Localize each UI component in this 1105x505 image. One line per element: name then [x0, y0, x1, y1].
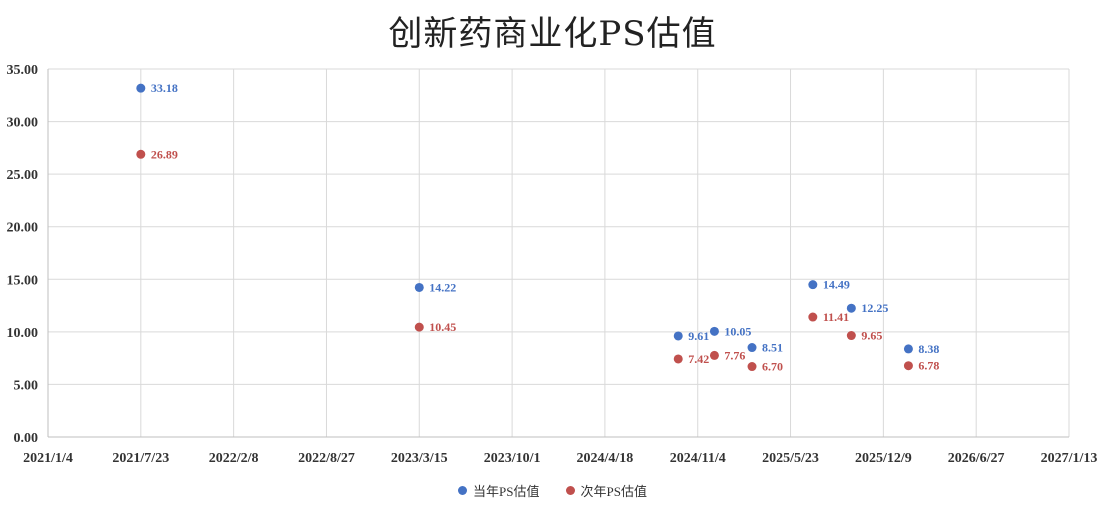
- y-tick-label: 25.00: [7, 168, 39, 183]
- data-label-current-year: 33.18: [151, 81, 178, 95]
- legend-item-next-year[interactable]: 次年PS估值: [565, 481, 647, 500]
- data-label-next-year: 7.42: [688, 352, 709, 366]
- data-point-next-year: [808, 312, 818, 322]
- data-labels: 33.18 14.22 9.61 10.05 8.51 14.49 12.25 8.38 26.…: [151, 81, 940, 373]
- data-point-current-year: [747, 343, 757, 353]
- data-label-current-year: 8.38: [918, 342, 939, 356]
- data-label-current-year: 10.05: [724, 324, 751, 338]
- data-point-next-year: [903, 361, 913, 371]
- data-point-next-year: [846, 331, 856, 341]
- data-label-next-year: 11.41: [823, 310, 849, 324]
- data-point-current-year: [136, 83, 146, 93]
- y-tick-label: 15.00: [7, 273, 39, 288]
- grid-lines: [48, 68, 1070, 437]
- x-tick-label: 2025/12/9: [855, 451, 912, 466]
- data-point-next-year: [414, 322, 424, 332]
- data-label-next-year: 9.65: [861, 329, 882, 343]
- legend-label-next-year: 次年PS估值: [580, 484, 647, 499]
- x-tick-label: 2025/5/23: [762, 451, 819, 466]
- data-label-current-year: 14.22: [429, 280, 456, 294]
- data-point-current-year: [808, 280, 818, 290]
- y-tick-label: 20.00: [7, 221, 39, 236]
- x-tick-label: 2027/1/13: [1041, 451, 1098, 466]
- x-tick-label: 2023/3/15: [391, 451, 448, 466]
- y-tick-label: 5.00: [14, 378, 39, 393]
- y-tick-labels: 0.00 5.00 10.00 15.00 20.00 25.00 30.00 35.00: [7, 63, 39, 446]
- y-tick-label: 0.00: [14, 431, 39, 446]
- x-tick-label: 2021/1/4: [23, 451, 73, 466]
- x-tick-label: 2022/8/27: [298, 451, 355, 466]
- legend-marker-next-year: [565, 486, 575, 495]
- chart-title: 创新药商业化PS估值: [388, 14, 717, 54]
- data-point-current-year: [709, 326, 719, 336]
- y-tick-label: 30.00: [7, 116, 39, 131]
- y-tick-label: 10.00: [7, 326, 39, 341]
- data-label-current-year: 12.25: [861, 301, 888, 315]
- legend: 当年PS估值 次年PS估值: [0, 481, 1105, 500]
- data-point-current-year: [414, 282, 424, 292]
- x-tick-label: 2024/4/18: [577, 451, 634, 466]
- x-tick-label: 2026/6/27: [948, 451, 1005, 466]
- x-tick-label: 2023/10/1: [484, 451, 541, 466]
- data-point-current-year: [846, 303, 856, 313]
- data-point-next-year: [673, 354, 683, 364]
- data-point-next-year: [709, 350, 719, 360]
- x-tick-labels: 2021/1/4 2021/7/23 2022/2/8 2022/8/27 2023/3…: [23, 451, 1097, 466]
- y-tick-label: 35.00: [7, 63, 39, 78]
- legend-item-current-year[interactable]: 当年PS估值: [458, 481, 540, 500]
- data-label-next-year: 26.89: [151, 147, 178, 161]
- data-label-next-year: 7.76: [724, 348, 745, 362]
- data-points: [136, 83, 913, 372]
- data-point-current-year: [673, 331, 683, 341]
- data-label-next-year: 6.78: [918, 359, 939, 373]
- data-point-current-year: [903, 344, 913, 354]
- data-label-current-year: 14.49: [823, 278, 850, 292]
- data-label-next-year: 6.70: [762, 360, 783, 374]
- data-point-next-year: [747, 362, 757, 372]
- x-tick-label: 2022/2/8: [209, 451, 259, 466]
- x-tick-label: 2021/7/23: [112, 451, 169, 466]
- data-label-next-year: 10.45: [429, 320, 456, 334]
- legend-label-current-year: 当年PS估值: [473, 484, 540, 499]
- x-tick-label: 2024/11/4: [670, 451, 726, 466]
- data-point-next-year: [136, 149, 146, 159]
- data-label-current-year: 8.51: [762, 341, 783, 355]
- data-label-current-year: 9.61: [688, 329, 709, 343]
- legend-marker-current-year: [458, 486, 468, 495]
- axes: [47, 69, 1069, 438]
